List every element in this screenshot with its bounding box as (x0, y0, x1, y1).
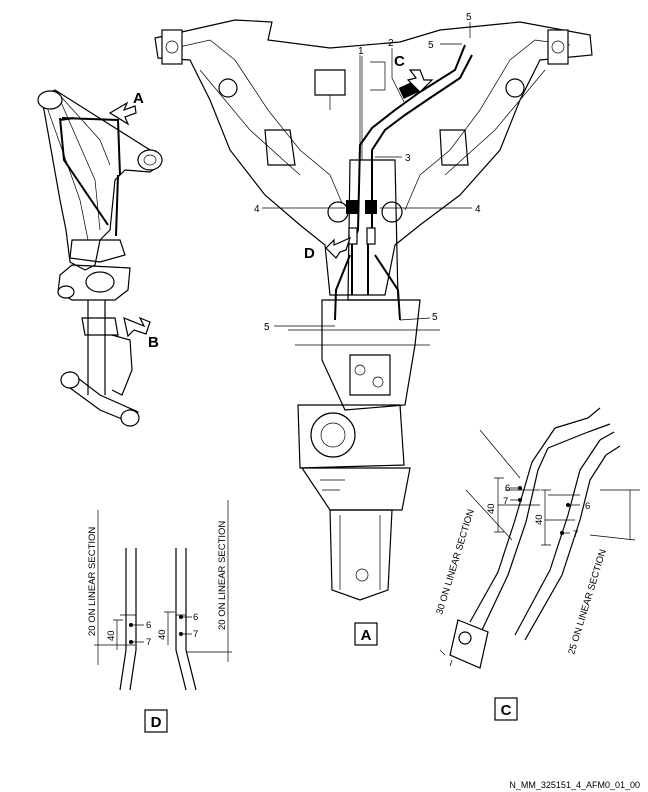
callout-3: 3 (405, 153, 411, 164)
callout-5-top: 5 (466, 12, 472, 23)
view-d-callout-7-right: 7 (193, 629, 198, 640)
view-d-dim-40-left: 40 (106, 630, 117, 641)
view-letter-b-locator: B (148, 334, 159, 351)
locator-sketch (37, 89, 163, 427)
view-letter-a-locator: A (133, 90, 144, 107)
view-d-dim-40-right: 40 (157, 629, 168, 640)
view-c-linear-section-25: 25 ON LINEAR SECTION (566, 548, 609, 656)
callout-4-right: 4 (475, 204, 481, 215)
view-c-callout-7-left: 7 (503, 496, 508, 507)
view-d-label: D (151, 714, 162, 731)
view-d-callout-7-left: 7 (146, 637, 151, 648)
callout-5-lower-left: 5 (264, 322, 270, 333)
view-c-linear-section-30: 30 ON LINEAR SECTION (434, 508, 477, 616)
view-d-linear-section-right: 20 ON LINEAR SECTION (217, 521, 228, 630)
view-a-label: A (361, 627, 372, 644)
view-c-detail (439, 407, 640, 669)
view-c-callout-6-right: 6 (585, 501, 590, 512)
view-d-label-box (144, 709, 168, 733)
callout-1: 1 (358, 46, 364, 57)
view-d-detail (94, 500, 232, 691)
view-letter-d-arrow: D (304, 245, 315, 262)
view-a-label-box (354, 622, 378, 646)
callout-5-lower-right: 5 (432, 312, 438, 323)
view-d-callout-6-right: 6 (193, 612, 198, 623)
view-c-dim-40-left: 40 (486, 503, 497, 514)
view-c-callout-7-right: 7 (573, 529, 578, 540)
view-d-callout-6-left: 6 (146, 620, 151, 631)
view-c-dim-40-right: 40 (534, 514, 545, 525)
view-letter-c-arrow: C (394, 53, 405, 70)
callout-2: 2 (388, 38, 394, 49)
callout-5-upper: 5 (428, 40, 434, 51)
view-d-linear-section-left: 20 ON LINEAR SECTION (87, 527, 98, 636)
drawing-reference-code: N_MM_325151_4_AFM0_01_00 (509, 780, 640, 790)
view-a-structure (154, 19, 593, 601)
view-c-label-box (494, 697, 518, 721)
view-c-label: C (501, 702, 512, 719)
view-c-callout-6-left: 6 (505, 483, 510, 494)
callout-4-left: 4 (254, 204, 260, 215)
